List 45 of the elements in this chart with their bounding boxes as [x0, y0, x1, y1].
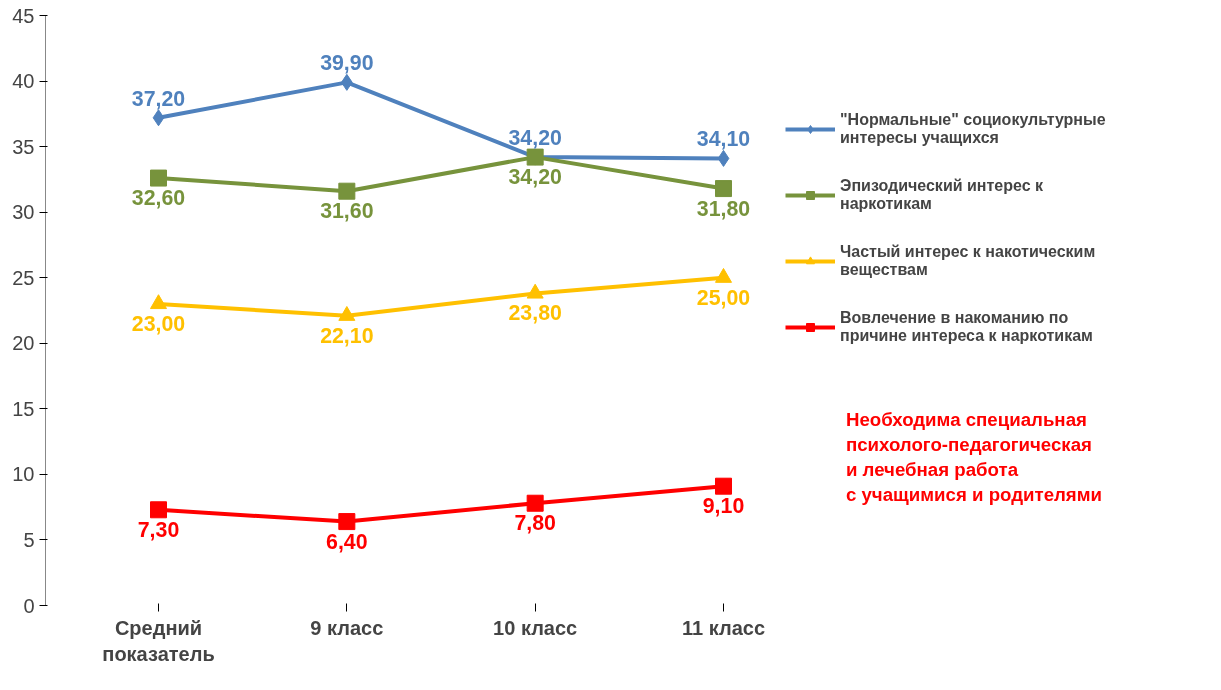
point	[717, 149, 730, 167]
point	[152, 109, 165, 127]
y-tick-label: 45	[12, 4, 35, 27]
y-tick-label: 40	[12, 70, 35, 93]
data-label: 7,30	[137, 517, 180, 542]
legend-label: "Нормальные" социокультурные интересы учащихся	[840, 111, 1106, 147]
legend-label: Вовлечение в накоманию по причине интереса к наркотикам	[840, 309, 1093, 345]
y-tick-label: 5	[23, 528, 35, 551]
y-tick-label: 20	[12, 332, 35, 355]
x-tick-label: 10 класс	[493, 616, 578, 639]
legend-label: Эпизодический интерес к наркотикам	[840, 177, 1044, 213]
point	[338, 182, 356, 200]
data-label: 9,10	[702, 494, 745, 519]
data-label: 37,20	[131, 86, 186, 111]
y-tick-label: 10	[12, 463, 35, 486]
point	[150, 169, 167, 187]
data-label: 7,80	[514, 511, 556, 536]
point	[150, 294, 167, 310]
y-tick-label: 0	[23, 594, 35, 617]
point	[338, 513, 356, 531]
x-tick-label: 11 класс	[681, 616, 766, 639]
y-tick-label: 25	[12, 266, 35, 289]
x-tick-label: 9 класс	[310, 616, 384, 639]
data-label: 31,80	[696, 196, 751, 221]
data-label: 32,60	[131, 186, 186, 211]
y-tick-label: 15	[12, 397, 35, 420]
data-label: 34,20	[508, 126, 562, 151]
data-label: 23,80	[508, 301, 562, 326]
y-tick-label: 30	[12, 201, 35, 224]
point	[715, 180, 732, 198]
data-label: 34,10	[696, 127, 751, 152]
data-label: 23,00	[131, 311, 186, 336]
data-label: 31,60	[320, 199, 374, 224]
point	[715, 477, 732, 495]
point	[526, 494, 544, 512]
text: Необходима специальная психолого-педагогическая и лечебная работа с учащимися и родителями	[845, 408, 1103, 506]
data-label: 25,00	[696, 285, 751, 310]
x-tick-label: Средний показатель	[102, 616, 215, 665]
legend-label: Частый интерес к накотическим веществам	[840, 243, 1096, 279]
data-label: 6,40	[326, 529, 368, 554]
data-label: 34,20	[508, 165, 562, 190]
data-label: 22,10	[320, 323, 374, 348]
y-tick-label: 35	[12, 135, 35, 158]
point	[150, 501, 167, 519]
data-label: 39,90	[320, 51, 374, 76]
